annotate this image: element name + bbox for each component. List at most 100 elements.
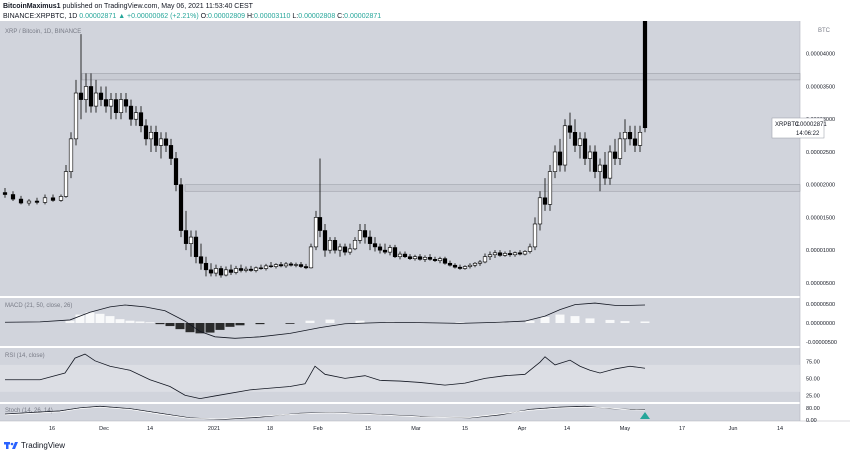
rsi-line — [5, 353, 646, 400]
macd-tick-label: -0.00000500 — [806, 340, 837, 346]
macd-histogram-bar — [65, 320, 75, 323]
macd-histogram-bar — [570, 316, 580, 323]
candle-body — [452, 264, 458, 268]
time-tick-label: 14 — [147, 426, 153, 432]
candle-body — [238, 268, 244, 271]
candle-body — [283, 263, 289, 267]
candle-body — [592, 151, 598, 172]
candle-body — [622, 132, 628, 140]
candle-body — [372, 243, 378, 248]
candle-body — [183, 230, 189, 244]
candle-body — [412, 256, 418, 259]
candle-body — [128, 105, 134, 120]
candle-body — [437, 258, 443, 261]
footer-brand: TradingView — [21, 440, 66, 450]
candle-body — [352, 240, 358, 250]
chart-svg[interactable]: 0.00000500 0.00001000 0.00001500 0.00002000… — [0, 0, 850, 441]
candle-body — [10, 194, 16, 200]
chart-header: BitcoinMaximus1 published on TradingView… — [3, 2, 603, 22]
candle-body — [50, 197, 56, 201]
candle-body — [637, 132, 643, 146]
candle-body — [582, 138, 588, 159]
price-tag-value: 0.00002871 — [795, 122, 827, 128]
candle-body — [188, 236, 194, 244]
candle-body — [527, 246, 533, 252]
candle-body — [2, 192, 8, 195]
candle-body — [26, 200, 32, 204]
candle-body — [218, 268, 224, 276]
candle-body — [158, 138, 164, 146]
candle-body — [88, 86, 94, 107]
candle-body — [432, 259, 438, 261]
candle-body — [303, 266, 309, 269]
macd-histogram-bar — [85, 312, 95, 323]
candle-body — [123, 99, 129, 107]
time-tick-label: 14 — [777, 426, 783, 432]
candle-body — [607, 151, 613, 179]
macd-histogram-bar — [165, 323, 175, 327]
stoch-indicator: 80.00 0.00 — [4, 406, 820, 424]
publish-info: BitcoinMaximus1 published on TradingView… — [3, 2, 603, 12]
tradingview-footer[interactable]: TradingView — [4, 439, 65, 451]
last-price: 0.00002871 — [79, 13, 117, 20]
candle-body — [547, 171, 553, 205]
time-tick-label: 2021 — [208, 426, 220, 432]
macd-histogram-bar — [135, 321, 145, 323]
candle-body — [537, 197, 543, 225]
macd-histogram-bar — [540, 316, 550, 323]
macd-tick-label: 0.00000500 — [806, 302, 835, 308]
candle-body — [632, 138, 638, 146]
candle-body — [612, 151, 618, 159]
candle-body — [392, 247, 398, 258]
macd-histogram-bar — [115, 319, 125, 323]
candle-body — [278, 264, 284, 267]
macd-tick-label: 0.00000000 — [806, 321, 835, 327]
price-change: ▲ +0.00000062 (+2.21%) — [118, 13, 199, 20]
candle-body — [367, 236, 373, 244]
candle-body — [63, 171, 69, 197]
candle-body — [298, 264, 304, 267]
main-pane-title: XRP / Bitcoin, 1D, BINANCE — [5, 29, 81, 35]
rsi-tick-label: 50.00 — [806, 376, 820, 382]
time-axis-labels: 16 Dec 14 2021 18 Feb 15 Mar 15 Apr 14 May 17 Jun 14 — [49, 426, 783, 432]
candle-body — [502, 253, 508, 256]
candle-body — [487, 254, 493, 258]
candle-body — [542, 197, 548, 205]
time-tick-label: May — [620, 426, 631, 432]
close-label: C: — [337, 13, 345, 20]
candles — [2, 0, 648, 278]
macd-histogram-bar — [355, 320, 365, 323]
chart-area[interactable]: 0.00000500 0.00001000 0.00001500 0.00002000… — [0, 0, 850, 441]
macd-histogram-bar — [155, 323, 165, 325]
macd-histogram-bar — [145, 322, 155, 324]
macd-histogram-bar — [255, 323, 265, 325]
time-tick-label: 14 — [564, 426, 570, 432]
author-name[interactable]: BitcoinMaximus1 — [3, 3, 61, 10]
macd-histogram-bar — [75, 314, 85, 323]
macd-line — [4, 302, 646, 339]
candle-body — [642, 0, 648, 129]
candle-body — [567, 125, 573, 133]
price-tick-label: 0.00002500 — [806, 150, 835, 156]
candle-body — [472, 262, 478, 266]
candle-body — [327, 240, 333, 251]
rsi-tick-label: 75.00 — [806, 360, 820, 366]
candle-body — [507, 253, 513, 256]
candle-body — [138, 112, 144, 127]
macd-histogram-bar — [525, 320, 535, 323]
candle-body — [208, 269, 214, 274]
time-tick-label: Jun — [729, 426, 738, 432]
candle-body — [153, 132, 159, 146]
macd-histogram-bar — [325, 319, 335, 323]
candle-body — [397, 253, 403, 258]
candle-body — [342, 246, 348, 253]
macd-histogram-bar — [215, 323, 225, 330]
candle-body — [133, 112, 139, 120]
candle-body — [118, 99, 124, 113]
open-label: O: — [200, 13, 209, 20]
candle-body — [228, 269, 234, 273]
candle-body — [108, 99, 114, 107]
current-price-tag: XRPBTC 0.00002871 14:06:22 — [771, 117, 827, 139]
candle-body — [223, 269, 229, 276]
candle-body — [148, 132, 154, 140]
